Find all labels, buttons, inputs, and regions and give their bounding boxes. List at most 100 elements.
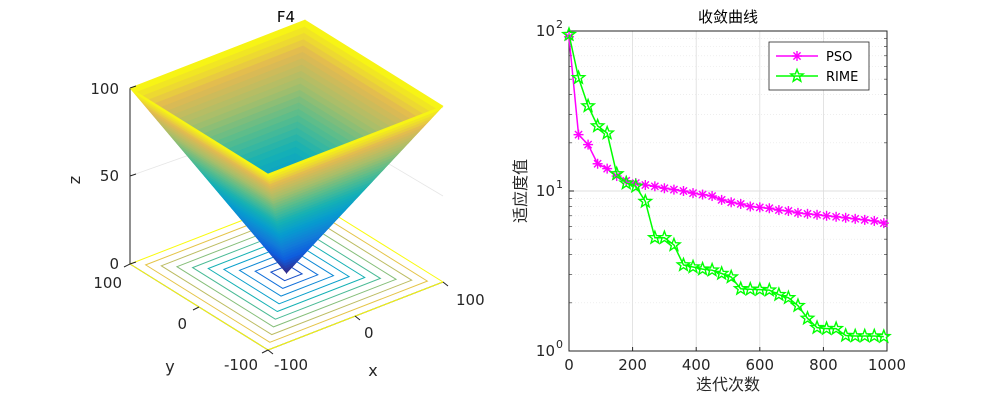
data-point (637, 192, 654, 209)
x-tick-0: 0 (564, 356, 574, 374)
data-point (678, 186, 689, 196)
x-tick-neg100: -100 (274, 356, 308, 374)
data-point (770, 286, 787, 302)
data-point (745, 201, 756, 212)
pyramid-surface (129, 19, 444, 275)
legend-label-rime: RIME (826, 70, 858, 85)
z-axis-label: z (65, 176, 84, 184)
data-point (735, 198, 746, 209)
data-point (869, 215, 880, 226)
data-point (665, 236, 683, 252)
data-point (799, 309, 816, 326)
data-point (694, 260, 711, 276)
x-tick-100: 100 (456, 291, 485, 309)
data-point (602, 163, 613, 174)
x-tick-600: 600 (745, 356, 774, 374)
surface-plot: F4 100 50 0 z (65, 8, 485, 380)
x-tick-labels: 0 200 400 600 800 1000 (564, 347, 906, 374)
series-lines (560, 26, 892, 344)
y-tick-label-0: 10 (536, 342, 555, 360)
convergence-y-label: 适应度值 (511, 159, 530, 223)
data-point (688, 188, 699, 199)
x-tick-1000: 1000 (868, 356, 906, 374)
data-point (792, 207, 803, 218)
legend-marker-rime (788, 67, 806, 83)
y-axis-label: y (165, 357, 174, 376)
y-tick-label-2: 10 (536, 22, 555, 40)
data-point (608, 165, 625, 181)
data-point (573, 129, 584, 140)
y-tick-neg100: -100 (224, 356, 258, 374)
z-tick-50: 50 (100, 167, 119, 185)
surface-band (267, 105, 444, 177)
data-point (697, 189, 708, 200)
x-tick-0: 0 (364, 324, 374, 342)
data-point (589, 117, 606, 133)
data-point (850, 213, 861, 224)
surface-face-west (129, 87, 288, 275)
data-point (649, 181, 660, 192)
y-tick-exp-0: 0 (556, 338, 563, 351)
data-point (627, 177, 644, 194)
data-point (789, 297, 807, 313)
x-axis-label: x (368, 361, 377, 380)
data-point (773, 205, 784, 216)
data-point (761, 281, 778, 298)
data-point (754, 202, 765, 213)
data-point (592, 158, 603, 169)
data-point (707, 191, 718, 202)
y-tick-exp-1: 1 (556, 178, 563, 191)
data-point (599, 124, 616, 140)
data-point (570, 69, 587, 85)
legend: PSO RIME (768, 41, 870, 91)
data-point (812, 209, 823, 220)
legend-marker-pso (792, 51, 802, 61)
data-point (675, 256, 692, 272)
legend-label-pso: PSO (826, 50, 852, 65)
x-ticks: -100 0 100 x (267, 281, 485, 380)
x-tick-800: 800 (809, 356, 838, 374)
data-point (831, 211, 842, 222)
y-tick-exp-2: 2 (556, 18, 563, 31)
data-point (783, 205, 794, 216)
y-ticks: 100 0 -100 y (93, 263, 269, 376)
data-point (764, 203, 775, 214)
y-tick-100: 100 (93, 274, 122, 292)
z-ticks: 100 50 0 z (65, 80, 137, 273)
data-point (840, 212, 851, 223)
surface-face-south (267, 105, 444, 274)
data-point (704, 261, 721, 278)
data-point (875, 328, 892, 344)
x-tick-400: 400 (682, 356, 711, 374)
series-rime (560, 26, 892, 344)
surface-title: F4 (277, 8, 295, 26)
data-point (560, 26, 578, 42)
data-point (580, 97, 597, 113)
y-tick-label-1: 10 (536, 182, 555, 200)
data-point (713, 265, 730, 281)
convergence-title: 收敛曲线 (698, 8, 758, 26)
x-tick-200: 200 (618, 356, 647, 374)
data-point (716, 194, 727, 205)
z-tick-100: 100 (90, 80, 119, 98)
data-point (802, 208, 813, 219)
data-point (878, 218, 889, 229)
data-point (684, 258, 702, 274)
data-point (668, 184, 679, 195)
z-tick-0: 0 (109, 255, 119, 273)
legend-box (768, 41, 870, 91)
convergence-x-label: 迭代次数 (696, 375, 760, 394)
data-point (659, 183, 670, 194)
data-point (656, 229, 673, 245)
data-point (821, 210, 832, 221)
data-point (726, 197, 737, 208)
data-point (808, 319, 826, 335)
data-point (828, 320, 845, 336)
y-tick-0: 0 (177, 315, 187, 333)
data-point (723, 268, 740, 284)
data-point (859, 214, 870, 225)
data-point (618, 174, 635, 190)
